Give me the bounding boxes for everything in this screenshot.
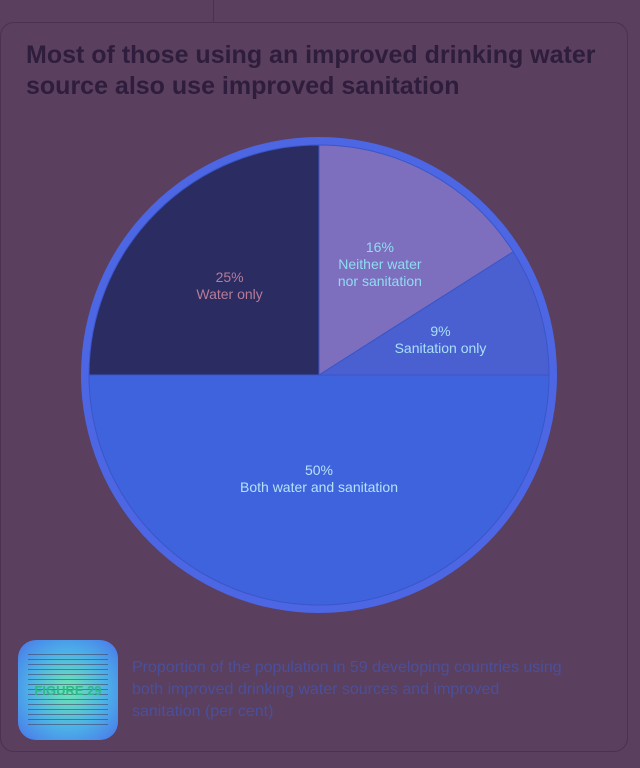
slice-category-label: Neither water xyxy=(338,256,422,272)
slice-value-label: 9% xyxy=(430,323,450,339)
pie-slice xyxy=(88,144,320,376)
pie-slice xyxy=(317,251,550,376)
pie-slice xyxy=(88,374,550,606)
figure-frame xyxy=(0,22,628,752)
figure-label: FIGURE 29 xyxy=(34,683,102,698)
slice-value-label: 50% xyxy=(305,462,333,478)
figure-badge-lines xyxy=(28,654,108,726)
slice-category-label: Water only xyxy=(196,286,262,302)
slice-value-label: 25% xyxy=(216,269,244,285)
figure-caption: Proportion of the population in 59 devel… xyxy=(132,659,562,720)
chart-title: Most of those using an improved drinking… xyxy=(26,41,596,100)
slice-category-label: Sanitation only xyxy=(395,340,487,356)
pie-slice xyxy=(318,144,514,376)
top-divider xyxy=(213,0,214,22)
slice-value-label: 16% xyxy=(366,239,394,255)
slice-category-label: Both water and sanitation xyxy=(240,479,398,495)
slice-category-label: nor sanitation xyxy=(338,273,422,289)
figure-badge: FIGURE 29 xyxy=(18,640,118,740)
